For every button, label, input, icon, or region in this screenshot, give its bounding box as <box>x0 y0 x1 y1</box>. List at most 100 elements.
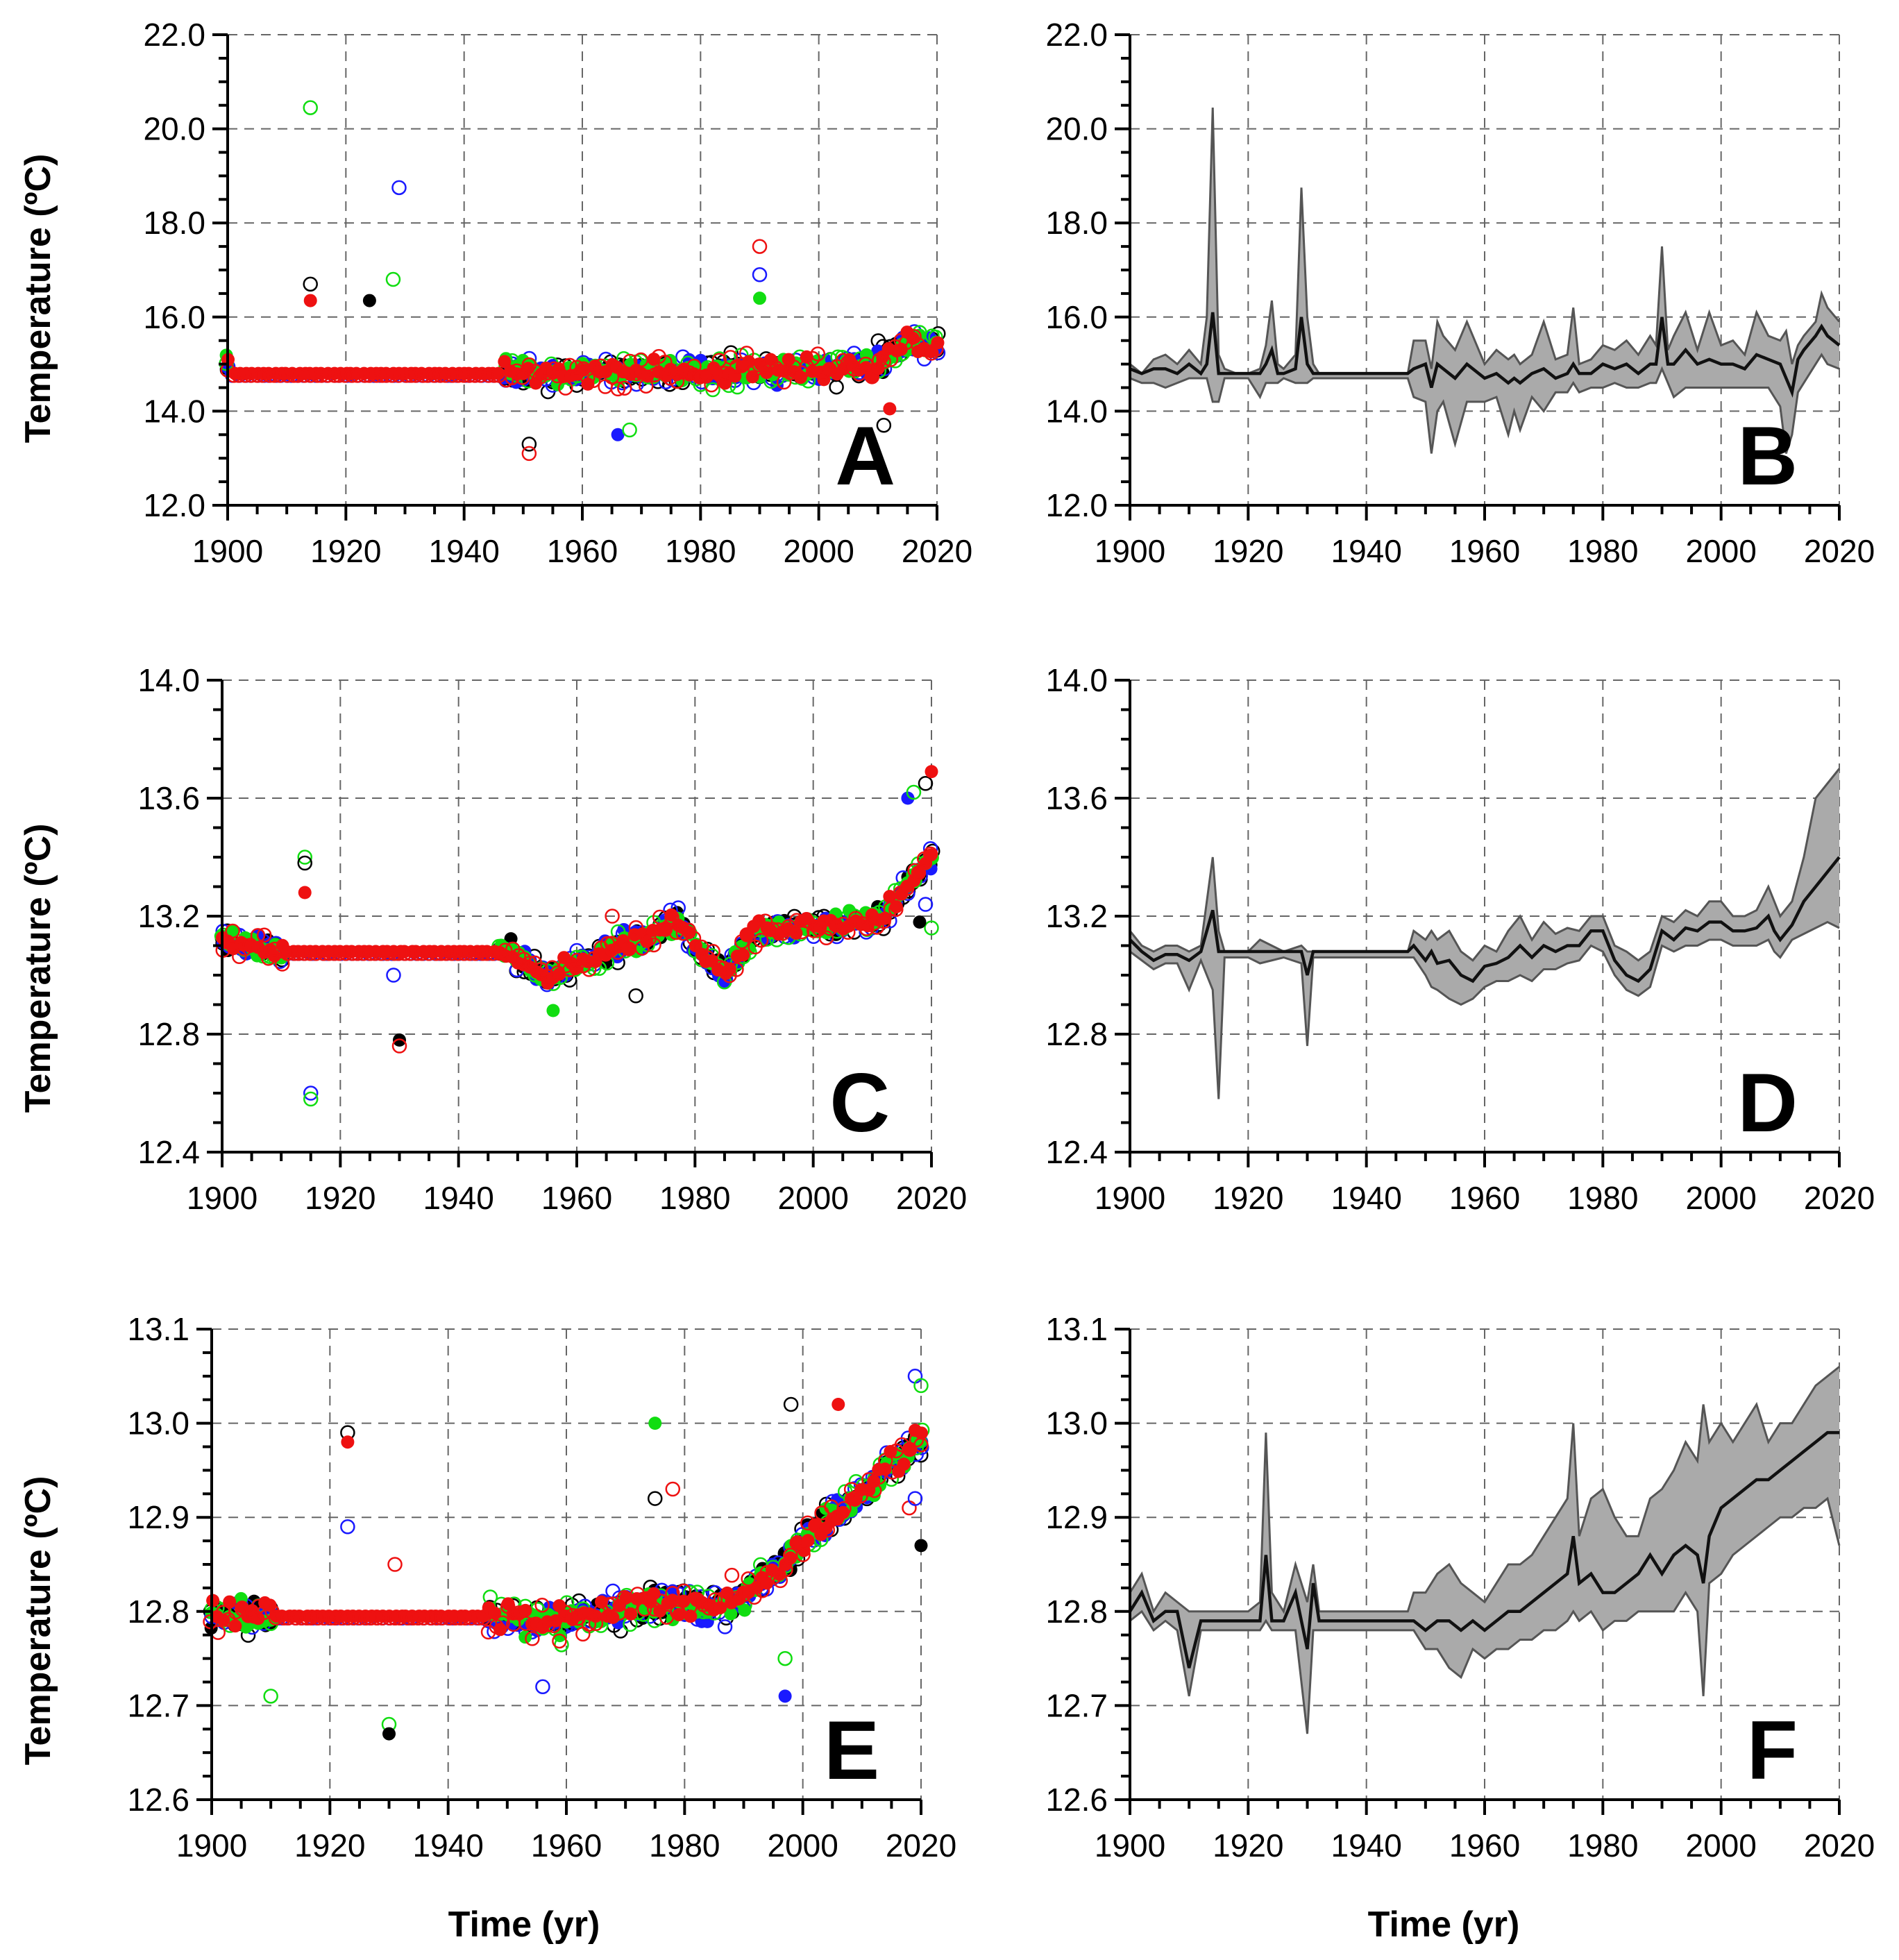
x-tick-label: 1960 <box>1449 533 1520 569</box>
data-point <box>829 379 844 395</box>
y-tick-label: 18.0 <box>1045 205 1108 241</box>
data-point <box>797 1544 811 1557</box>
x-tick-label: 2020 <box>1804 1180 1875 1216</box>
data-point <box>724 1567 740 1583</box>
data-point <box>753 932 769 948</box>
y-tick-label: 22.0 <box>1045 17 1108 53</box>
outlier-point <box>918 897 934 912</box>
data-point <box>883 890 897 904</box>
data-point <box>534 1598 550 1613</box>
y-tick-label: 13.6 <box>137 780 200 816</box>
y-tick-label: 12.7 <box>127 1687 189 1723</box>
data-point <box>888 902 904 917</box>
data-point <box>729 962 744 977</box>
outlier-point <box>907 1491 923 1506</box>
x-tick-label: 1900 <box>176 1827 247 1864</box>
data-point <box>495 1615 510 1630</box>
data-point <box>562 357 577 373</box>
x-tick-label: 2020 <box>896 1180 967 1216</box>
data-point <box>686 930 702 946</box>
x-tick-label: 2000 <box>1685 1180 1756 1216</box>
y-tick-label: 13.0 <box>127 1405 189 1442</box>
data-point <box>736 948 750 962</box>
x-tick-label: 2000 <box>1685 1827 1756 1864</box>
x-tick-label: 1960 <box>541 1180 612 1216</box>
data-point <box>793 371 807 385</box>
x-tick-label: 1960 <box>531 1827 602 1864</box>
data-point <box>876 354 891 369</box>
data-point <box>676 1583 691 1599</box>
mean-line <box>1129 856 1841 983</box>
panel-A: 1900 1920 1940 1960 1980 2000 2020 12.0 14.0 16.0… <box>143 17 972 569</box>
outlier-point <box>387 1557 403 1572</box>
data-point <box>552 1599 566 1613</box>
panel-letter-A: A <box>835 409 895 502</box>
x-tick-label: 1900 <box>1095 1827 1165 1864</box>
data-point <box>924 346 939 361</box>
outlier-point <box>297 855 312 871</box>
panel-F: 1900 1920 1940 1960 1980 2000 2020 12.6 12.7 12.8… <box>1045 1311 1875 1864</box>
outlier-point <box>913 1378 929 1394</box>
outlier-point <box>907 1369 923 1384</box>
data-point <box>704 377 719 393</box>
data-point <box>818 930 834 946</box>
x-tick-label: 1940 <box>1331 533 1401 569</box>
data-point <box>836 1501 852 1517</box>
x-tick-label: 2000 <box>767 1827 838 1864</box>
outlier-point <box>913 915 927 929</box>
outlier-point <box>535 1679 550 1695</box>
y-tick-label: 16.0 <box>143 299 205 335</box>
data-point <box>525 1631 540 1646</box>
data-point <box>929 341 944 357</box>
data-point <box>867 1482 882 1498</box>
row2-ylabel: Temperature (ºC) <box>18 824 58 1113</box>
row3-ylabel: Temperature (ºC) <box>18 1476 58 1766</box>
x-tick-label: 1980 <box>659 1180 730 1216</box>
outlier-point <box>665 1481 681 1497</box>
data-point <box>250 928 266 943</box>
data-point <box>228 1619 242 1633</box>
x-tick-label: 1980 <box>1567 1180 1638 1216</box>
data-point <box>836 1505 850 1519</box>
outlier-point <box>386 968 401 983</box>
outlier-point <box>628 988 643 1004</box>
x-tick-label: 1920 <box>305 1180 375 1216</box>
x-tick-label: 1940 <box>423 1180 493 1216</box>
data-point <box>738 346 754 361</box>
data-point <box>741 1571 756 1587</box>
outlier-point <box>906 784 922 800</box>
data-point <box>488 1606 502 1620</box>
panel-E: 1900 1920 1940 1960 1980 2000 2020 12.6 12.7 12.8… <box>127 1311 956 1864</box>
x-tick-label: 1920 <box>1213 1180 1283 1216</box>
data-point <box>585 373 601 389</box>
y-tick-label: 13.6 <box>1045 780 1108 816</box>
y-tick-label: 12.9 <box>127 1499 189 1535</box>
outlier-point <box>783 1396 799 1412</box>
data-point <box>522 956 537 971</box>
data-point <box>805 350 820 366</box>
x-tick-label: 1960 <box>1449 1180 1520 1216</box>
data-point <box>647 1587 661 1600</box>
y-tick-label: 13.2 <box>1045 898 1108 934</box>
y-tick-label: 12.0 <box>1045 487 1108 523</box>
outlier-point <box>297 850 312 865</box>
y-tick-label: 22.0 <box>143 17 205 53</box>
x-tick-label: 2020 <box>902 533 972 569</box>
outlier-point <box>521 446 537 462</box>
data-point <box>669 373 685 389</box>
data-point <box>705 944 720 959</box>
outlier-point <box>752 239 768 254</box>
y-tick-label: 13.1 <box>127 1311 189 1347</box>
y-tick-label: 14.0 <box>1045 393 1108 429</box>
x-tick-label: 1900 <box>1095 533 1165 569</box>
outlier-point <box>901 791 915 805</box>
data-point <box>778 1562 793 1578</box>
data-point <box>711 353 727 369</box>
outlier-point <box>263 1689 278 1704</box>
data-point <box>810 346 826 362</box>
outlier-point <box>521 437 537 452</box>
data-point <box>577 363 591 377</box>
x-tick-label: 1920 <box>1213 1827 1283 1864</box>
y-tick-label: 14.0 <box>137 662 200 698</box>
x-tick-label: 2000 <box>777 1180 848 1216</box>
